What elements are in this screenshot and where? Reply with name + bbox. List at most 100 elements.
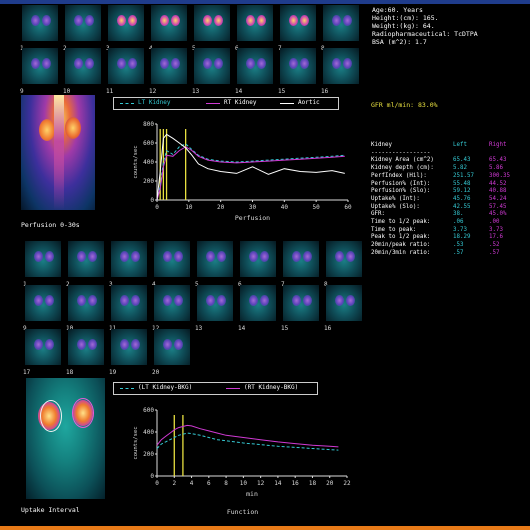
perfusion-frame-thumbnail[interactable]: 9: [20, 48, 58, 95]
perfusion-frame-thumbnail[interactable]: 3: [106, 5, 144, 52]
perfusion-frame-thumbnail[interactable]: 11: [106, 48, 144, 95]
frame-number: 5: [192, 45, 196, 52]
perfusion-frame-thumbnail[interactable]: 7: [278, 5, 316, 52]
function-frame-thumbnail[interactable]: 10: [66, 285, 104, 332]
kidney-results-table: Kidney Left Right ----------------- Kidney A…: [371, 142, 510, 258]
kidney-blob: [117, 15, 126, 26]
legend-lt-kidney: LT Kidney: [138, 99, 171, 106]
frame-number: 13: [192, 88, 200, 95]
y-tick-label: 400: [143, 429, 154, 436]
kidney-blob: [45, 295, 54, 306]
kidney-blob: [42, 15, 51, 26]
kidney-blob: [260, 251, 269, 262]
kidney-blob: [77, 251, 86, 262]
function-frame-thumbnail[interactable]: 5: [195, 241, 233, 288]
x-tick-label: 10: [185, 204, 193, 211]
kidney-blob: [45, 251, 54, 262]
perfusion-summary-image[interactable]: [21, 95, 95, 210]
perfusion-frame-thumbnail[interactable]: 13: [192, 48, 230, 95]
function-frame-thumbnail[interactable]: 18: [66, 329, 104, 376]
kidney-blob: [88, 339, 97, 350]
kidney-blob: [257, 58, 266, 69]
table-left-value: .06: [453, 219, 464, 226]
kidney-blob: [289, 58, 298, 69]
table-right-value: .00: [489, 219, 500, 226]
kidney-blob: [88, 251, 97, 262]
function-frame-thumbnail[interactable]: 9: [23, 285, 61, 332]
perfusion-frame-thumbnail[interactable]: 10: [63, 48, 101, 95]
function-frame-thumbnail[interactable]: 11: [109, 285, 147, 332]
uptake-summary-image[interactable]: [26, 378, 105, 499]
y-tick-label: 200: [143, 178, 154, 185]
perfusion-frame-thumbnail[interactable]: 4: [149, 5, 187, 52]
left-kidney-hotspot: [39, 119, 55, 141]
function-frame-thumbnail[interactable]: 6: [238, 241, 276, 288]
x-axis-label: Perfusion: [235, 214, 270, 222]
perfusion-frame-thumbnail[interactable]: 5: [192, 5, 230, 52]
table-row: Kidney depth (cm): 5.82 5.86: [371, 165, 510, 173]
kidney-blob: [257, 15, 266, 26]
table-label: 20min/3min ratio:: [371, 249, 431, 256]
table-right-value: 54.24: [489, 195, 507, 202]
aortic-swatch: [280, 103, 294, 104]
patient-height: Height:(cm): 165.: [372, 14, 439, 22]
table-row: 20min/3min ratio: .57 .57: [371, 250, 510, 258]
right-kidney-hotspot: [65, 117, 81, 139]
perfusion-frame-thumbnail[interactable]: 12: [149, 48, 187, 95]
table-right-value: .57: [489, 249, 500, 256]
table-header: Kidney Left Right: [371, 142, 510, 150]
function-frame-thumbnail[interactable]: 15: [281, 285, 319, 332]
kidney-blob: [206, 251, 215, 262]
table-right-value: 17.6: [489, 234, 503, 241]
function-frame-thumbnail[interactable]: 13: [195, 285, 233, 332]
function-frame-thumbnail[interactable]: 1: [23, 241, 61, 288]
function-frame-thumbnail[interactable]: 14: [238, 285, 276, 332]
table-label: Perfusion% (Slo):: [371, 188, 431, 195]
table-row: PerfIndex (Hil): 251.57 300.35: [371, 173, 510, 181]
kidney-blob: [292, 295, 301, 306]
function-frame-thumbnail[interactable]: 19: [109, 329, 147, 376]
kidney-blob: [131, 251, 140, 262]
function-frame-thumbnail[interactable]: 7: [281, 241, 319, 288]
perfusion-frame-thumbnail[interactable]: 14: [235, 48, 273, 95]
perfusion-frame-thumbnail[interactable]: 15: [278, 48, 316, 95]
y-axis-label: counts/sec: [133, 145, 139, 178]
perfusion-frame-thumbnail[interactable]: 2: [63, 5, 101, 52]
function-frame-thumbnail[interactable]: 4: [152, 241, 190, 288]
x-tick-label: 50: [313, 204, 321, 211]
function-frame-thumbnail[interactable]: 20: [152, 329, 190, 376]
lt-kidney-swatch: [120, 103, 134, 104]
table-left-value: 45.76: [453, 195, 471, 202]
function-frame-thumbnail[interactable]: 12: [152, 285, 190, 332]
right-kidney-roi: [72, 398, 94, 428]
function-frame-thumbnail[interactable]: 3: [109, 241, 147, 288]
patient-bsa: BSA (m^2): 1.7: [372, 38, 427, 46]
table-label: Kidney depth (cm):: [371, 165, 434, 172]
frame-number: 15: [281, 325, 289, 332]
kidney-blob: [34, 295, 43, 306]
x-tick-label: 16: [292, 480, 300, 487]
perfusion-frame-thumbnail[interactable]: 8: [321, 5, 359, 52]
kidney-blob: [74, 15, 83, 26]
perfusion-frame-thumbnail[interactable]: 16: [321, 48, 359, 95]
function-frame-thumbnail[interactable]: 2: [66, 241, 104, 288]
frame-number: 20: [152, 369, 160, 376]
table-label: Perfusion% (Int):: [371, 180, 431, 187]
table-row: 20min/peak ratio: .53 .52: [371, 242, 510, 250]
kidney-blob: [120, 339, 129, 350]
table-label: Time to peak:: [371, 226, 417, 233]
perfusion-frame-thumbnail[interactable]: 6: [235, 5, 273, 52]
bottom-accent-bar: [0, 526, 530, 530]
y-tick-label: 800: [143, 121, 154, 128]
table-left-value: 55.48: [453, 180, 471, 187]
kidney-blob: [335, 295, 344, 306]
separator-line: -----------------: [371, 149, 431, 156]
frame-number: 8: [321, 45, 325, 52]
function-frame-thumbnail[interactable]: 16: [324, 285, 362, 332]
perfusion-frame-thumbnail[interactable]: 1: [20, 5, 58, 52]
frame-number: 1: [23, 281, 27, 288]
function-frame-thumbnail[interactable]: 8: [324, 241, 362, 288]
kidney-blob: [174, 251, 183, 262]
function-frame-thumbnail[interactable]: 17: [23, 329, 61, 376]
frame-number: 5: [195, 281, 199, 288]
